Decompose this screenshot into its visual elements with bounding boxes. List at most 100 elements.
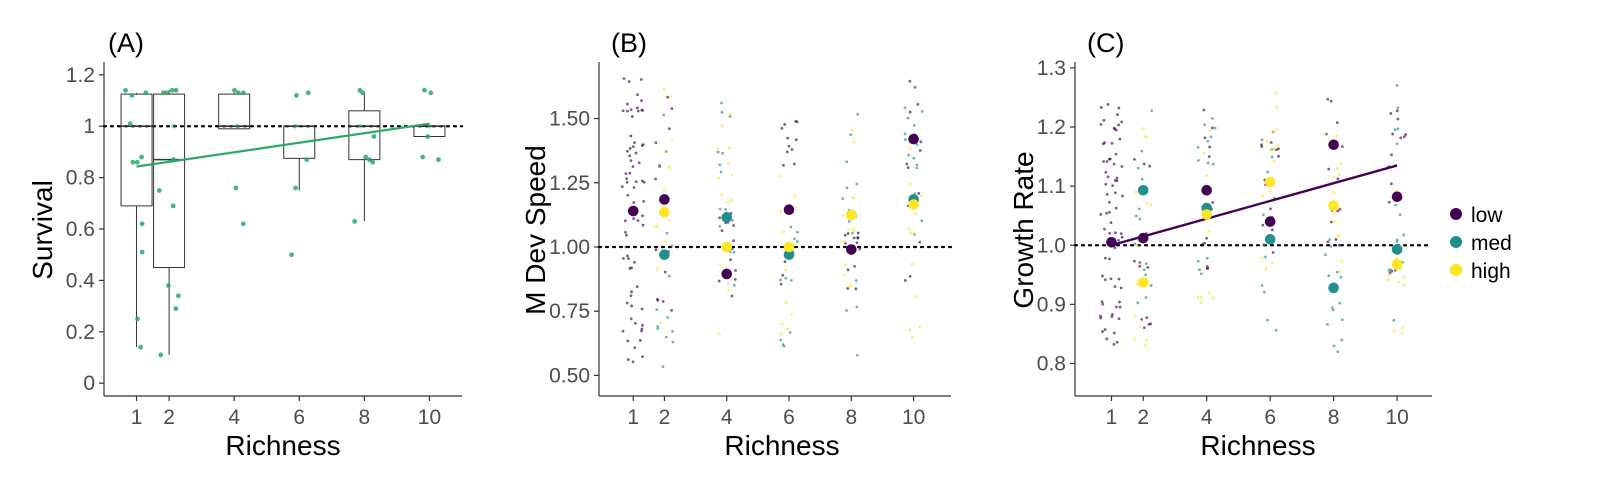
raw-point-high [1335, 134, 1339, 138]
x-tick-label: 10 [418, 406, 441, 429]
raw-point-high [778, 174, 782, 178]
raw-point-med [915, 163, 919, 167]
y-tick-label: 0.8 [66, 167, 95, 190]
raw-point-low [1113, 127, 1117, 131]
survival-point [170, 203, 176, 209]
raw-point-med [1211, 162, 1215, 166]
raw-point-low [626, 339, 630, 343]
raw-point-low [666, 95, 670, 99]
raw-point-low [630, 290, 633, 294]
raw-point-med [912, 123, 916, 127]
raw-point-low [843, 233, 847, 237]
panel-c-y-axis-title: Growth Rate [1008, 151, 1039, 308]
raw-point-high [1149, 203, 1153, 207]
raw-point-med [718, 224, 722, 228]
raw-point-high [1275, 105, 1279, 109]
raw-point-low [637, 161, 641, 165]
survival-point [127, 121, 133, 127]
raw-point-high [662, 87, 666, 91]
y-tick-label: 1.50 [549, 108, 590, 131]
raw-point-low [1120, 235, 1124, 239]
raw-point-med [718, 207, 722, 211]
raw-point-med [845, 309, 848, 312]
raw-point-low [1336, 177, 1340, 181]
raw-point-low [1105, 160, 1109, 163]
raw-point-low [1111, 184, 1115, 187]
raw-point-low [1112, 331, 1116, 335]
raw-point-med [1396, 106, 1400, 110]
y-tick-label: 0.50 [549, 364, 590, 387]
panel-c: (C) Growth Rate Richness 0.8 0.9 1.0 1.1 1.2… [1008, 28, 1434, 461]
raw-point-high [718, 332, 721, 336]
raw-point-low [631, 360, 635, 364]
raw-point-low [1109, 277, 1113, 281]
raw-point-low [667, 127, 671, 131]
raw-point-med [1392, 318, 1396, 322]
raw-point-med [1150, 109, 1154, 113]
mean-point-med [783, 249, 795, 260]
raw-point-low [1208, 145, 1212, 149]
raw-point-low [1148, 164, 1152, 168]
raw-point-low [633, 260, 636, 264]
mean-point-low [721, 268, 733, 280]
x-tick-label: 4 [721, 406, 733, 429]
raw-point-low [794, 138, 798, 142]
raw-point-low [654, 177, 657, 181]
raw-point-high [1145, 202, 1148, 205]
raw-point-med [671, 340, 675, 344]
raw-point-med [716, 150, 720, 154]
raw-point-high [920, 194, 923, 198]
y-tick-label: 1.0 [1037, 234, 1066, 257]
raw-point-med [1140, 149, 1144, 153]
raw-point-high [908, 147, 912, 151]
raw-point-high [913, 231, 916, 235]
panel-a-plot: 00.20.40.60.811.21 2 4 6 8 10 [66, 62, 464, 429]
raw-point-low [729, 258, 732, 262]
raw-point-high [1260, 256, 1264, 260]
raw-point-low [846, 268, 850, 272]
raw-point-low [1101, 330, 1104, 333]
raw-point-low [624, 245, 628, 249]
survival-point [233, 185, 239, 191]
raw-point-high [1403, 275, 1406, 279]
survival-point [357, 123, 363, 129]
raw-point-low [1104, 182, 1108, 186]
panel-b-y-axis-title: M Dev Speed [520, 145, 551, 315]
raw-point-low [1114, 206, 1118, 210]
raw-point-low [1108, 210, 1111, 214]
raw-point-high [730, 173, 734, 177]
raw-point-low [640, 307, 644, 311]
raw-point-low [633, 141, 636, 145]
panel-c-plot: 0.8 0.9 1.0 1.1 1.2 1.3 1 2 4 6 8 10 [1037, 57, 1434, 429]
raw-point-low [855, 241, 859, 245]
raw-point-med [1323, 253, 1327, 257]
raw-point-med [1328, 238, 1332, 242]
legend-key-high [1450, 264, 1462, 276]
raw-point-med [788, 330, 792, 334]
mean-point-low [1264, 216, 1276, 227]
raw-point-med [1274, 328, 1278, 332]
raw-point-high [1276, 144, 1280, 148]
survival-point [163, 90, 169, 96]
raw-point-med [1270, 155, 1274, 159]
raw-point-low [1326, 240, 1330, 244]
survival-point [134, 159, 140, 165]
raw-point-low [916, 102, 920, 106]
raw-point-low [1404, 133, 1408, 136]
y-tick-label: 0.2 [66, 321, 95, 344]
raw-point-med [1262, 290, 1266, 294]
raw-point-low [636, 109, 640, 113]
raw-point-med [1264, 255, 1267, 259]
raw-point-high [727, 146, 731, 150]
raw-point-low [1340, 145, 1344, 149]
raw-point-low [858, 247, 862, 251]
raw-point-med [1211, 117, 1214, 120]
panel-a-x-axis-title: Richness [225, 430, 340, 461]
raw-point-low [917, 192, 921, 195]
raw-point-high [847, 228, 850, 232]
raw-point-high [1397, 280, 1400, 284]
raw-point-high [1207, 230, 1211, 233]
survival-point [420, 154, 426, 160]
raw-point-low [629, 159, 633, 163]
raw-point-low [641, 143, 645, 146]
